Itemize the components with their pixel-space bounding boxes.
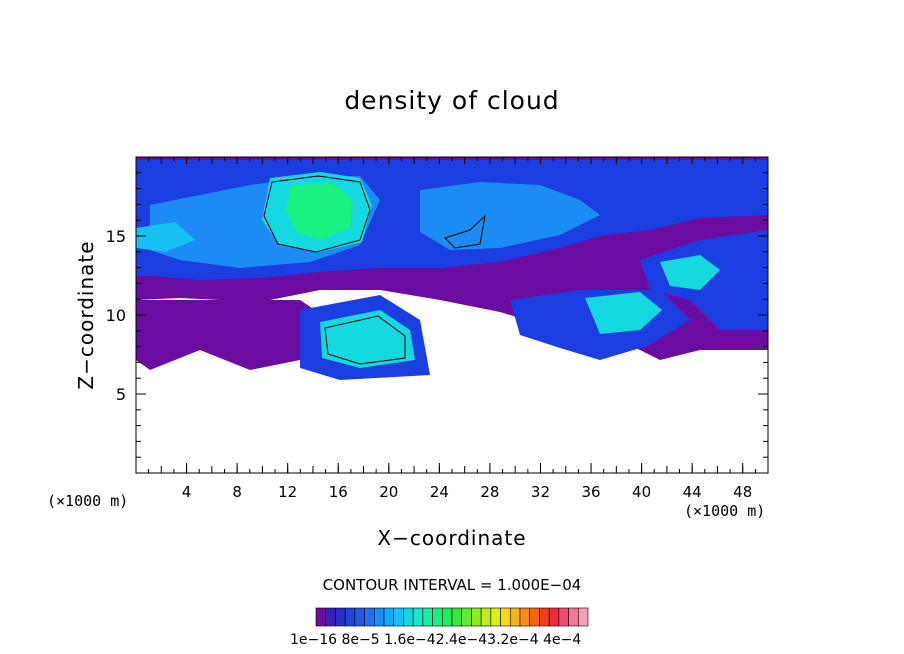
colorbar-swatch: [364, 607, 375, 627]
colorbar-swatch: [461, 607, 472, 627]
cloud-region-cyan-left: [136, 222, 195, 252]
colorbar-swatch: [422, 607, 433, 627]
colorbar-swatch: [432, 607, 443, 627]
contour-interval-label: CONTOUR INTERVAL = 1.000E−04: [322, 576, 582, 594]
colorbar-labels: 1e−16 8e−5 1.6e−42.4e−43.2e−4 4e−4: [290, 632, 582, 648]
colorbar-swatch: [568, 607, 579, 627]
colorbar-swatch: [315, 607, 327, 627]
x-tick-label: 28: [480, 483, 499, 501]
x-tick-label: 4: [182, 483, 192, 501]
x-tick-label: 8: [232, 483, 242, 501]
colorbar-swatch: [354, 607, 365, 627]
x-tick-label: 12: [278, 483, 297, 501]
colorbar-swatch: [519, 607, 531, 627]
x-tick-label: 24: [430, 483, 449, 501]
colorbar-swatch: [480, 607, 492, 627]
cloud-region-cyan-right: [660, 255, 720, 290]
colorbar-swatch: [335, 607, 346, 627]
x-tick-label: 44: [683, 483, 702, 501]
contour-line: [263, 175, 371, 253]
x-tick-label: 48: [733, 483, 752, 501]
colorbar-swatch: [344, 607, 356, 627]
y-axis-label: Z−coordinate: [74, 240, 98, 390]
colorbar-swatch: [412, 607, 424, 627]
x-tick-label: 32: [531, 483, 550, 501]
cloud-region-cyan-lower: [320, 310, 415, 368]
x-tick-label: 16: [329, 483, 348, 501]
y-axis: 5 10 15: [106, 172, 768, 458]
colorbar-swatch: [393, 607, 404, 627]
cloud-field: [136, 157, 768, 473]
colorbar-swatch: [509, 607, 521, 627]
colorbar-swatch: [500, 607, 511, 627]
y-tick-label: 15: [106, 227, 126, 246]
colorbar-swatch: [539, 607, 550, 627]
y-tick-label: 5: [116, 385, 126, 404]
colorbar-swatch: [471, 607, 482, 627]
cloud-region-cyan-mid: [585, 292, 662, 334]
colorbar-swatch: [383, 607, 395, 627]
cloud-region-lower-left: [136, 300, 330, 370]
colorbar-swatch: [373, 607, 385, 627]
colorbar-swatch: [529, 607, 540, 627]
y-tick-label: 10: [106, 306, 126, 325]
colorbar: [315, 607, 589, 627]
cloud-region-green-core: [286, 182, 352, 240]
chart-title: density of cloud: [344, 86, 560, 115]
colorbar-swatch: [558, 607, 569, 627]
cloud-region-lightblue-2: [420, 182, 600, 250]
colorbar-swatch: [451, 607, 463, 627]
y-unit-label: (×1000 m): [47, 492, 129, 510]
colorbar-swatch: [325, 607, 336, 627]
colorbar-swatch: [403, 607, 414, 627]
x-tick-label: 40: [632, 483, 651, 501]
colorbar-swatch: [441, 607, 453, 627]
x-tick-label: 20: [379, 483, 398, 501]
colorbar-swatch: [548, 607, 560, 627]
x-unit-label: (×1000 m): [684, 502, 766, 520]
x-tick-label: 36: [581, 483, 600, 501]
contour-line: [444, 214, 486, 249]
colorbar-swatch: [490, 607, 501, 627]
x-axis: 4 8 12 16 20 24 28 32 36 40 44 48: [148, 157, 756, 501]
contour-line: [324, 315, 406, 365]
x-axis-label: X−coordinate: [377, 526, 527, 550]
colorbar-swatch: [577, 607, 589, 627]
